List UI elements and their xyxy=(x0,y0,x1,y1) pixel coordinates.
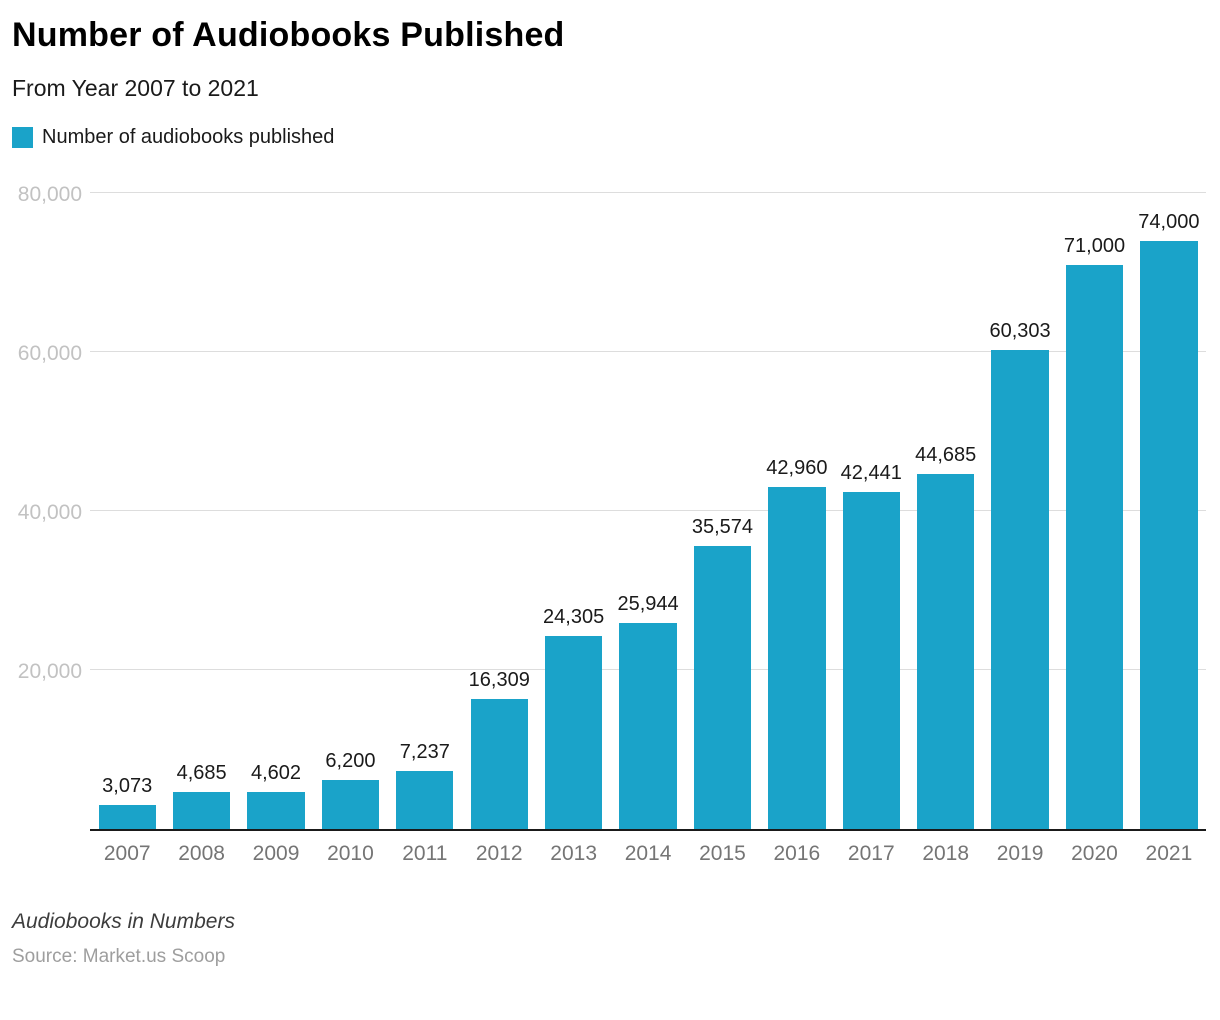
bar xyxy=(247,792,305,829)
bar xyxy=(693,546,752,829)
bar-value-label: 24,305 xyxy=(543,606,605,628)
legend: Number of audiobooks published xyxy=(12,126,1206,149)
bar xyxy=(396,771,454,829)
x-tick-label: 2011 xyxy=(402,842,448,865)
bar-value-label: 3,073 xyxy=(102,775,153,797)
x-axis: 2007 2008 2009 2010 2011 2012 2013 2014 2015 2016… xyxy=(90,842,1206,866)
y-tick-label: 40,000 xyxy=(17,501,82,524)
footer-source: Source: Market.us Scoop xyxy=(12,946,226,967)
x-tick-label: 2007 xyxy=(103,842,151,865)
x-tick-label: 2009 xyxy=(252,842,300,865)
bar-group-2013: 24,305 xyxy=(536,606,610,829)
x-tick-label: 2018 xyxy=(922,842,970,865)
y-tick-label: 60,000 xyxy=(17,342,82,365)
bar-value-label: 4,685 xyxy=(176,762,227,784)
x-tick-label: 2010 xyxy=(327,842,374,865)
plot-area: 3,073 4,685 4,602 6,200 7,237 16,309 24,305 25,… xyxy=(90,192,1206,831)
bar-group-2016: 42,960 xyxy=(760,457,834,829)
bar-group-2014: 25,944 xyxy=(611,593,685,829)
chart-page: Number of Audiobooks Published From Year… xyxy=(12,16,1206,968)
bar xyxy=(98,805,156,829)
bar-value-label: 71,000 xyxy=(1063,235,1126,257)
bar xyxy=(545,636,603,829)
bar-value-label: 60,303 xyxy=(989,320,1051,342)
y-tick-label: 20,000 xyxy=(17,660,82,683)
bar-value-label: 6,200 xyxy=(325,750,376,772)
footer: Audiobooks in Numbers Source: Market.us … xyxy=(12,910,1206,968)
gridline xyxy=(90,510,1206,511)
chart-subtitle: From Year 2007 to 2021 xyxy=(12,75,259,101)
bar-value-label: 42,441 xyxy=(840,462,902,484)
bar-group-2020: 71,000 xyxy=(1057,235,1131,829)
bar xyxy=(321,780,380,829)
bar-group-2009: 4,602 xyxy=(239,762,313,829)
bar-group-2019: 60,303 xyxy=(983,320,1057,829)
bar xyxy=(619,623,677,829)
bar-value-label: 25,944 xyxy=(617,593,679,615)
bar-value-label: 44,685 xyxy=(915,444,977,466)
bar xyxy=(1140,241,1198,829)
bar-chart: 20,000 40,000 60,000 80,000 3,073 4,685 4,602… xyxy=(12,184,1206,866)
x-tick-label: 2021 xyxy=(1145,842,1193,865)
bar-group-2010: 6,200 xyxy=(313,750,387,829)
bar-group-2012: 16,309 xyxy=(462,669,536,829)
x-tick-label: 2020 xyxy=(1071,842,1118,865)
bar xyxy=(768,487,826,829)
bar-value-label: 4,602 xyxy=(250,762,302,784)
x-tick-label: 2019 xyxy=(996,842,1044,865)
bar-group-2011: 7,237 xyxy=(388,741,462,829)
bar-value-label: 7,237 xyxy=(399,741,450,763)
x-tick-label: 2015 xyxy=(699,842,746,865)
bar-group-2017: 42,441 xyxy=(834,462,908,829)
page-title: Number of Audiobooks Published xyxy=(12,16,565,54)
bar xyxy=(991,350,1049,829)
bar-group-2021: 74,000 xyxy=(1132,211,1206,829)
y-tick-label: 80,000 xyxy=(17,183,82,206)
bar-group-2008: 4,685 xyxy=(164,762,238,829)
gridline xyxy=(90,192,1206,193)
legend-label: Number of audiobooks published xyxy=(42,126,335,148)
footer-note: Audiobooks in Numbers xyxy=(12,910,235,933)
bar-value-label: 74,000 xyxy=(1138,211,1200,233)
bar xyxy=(470,699,528,829)
bar xyxy=(917,474,975,829)
bar xyxy=(1065,265,1124,829)
legend-swatch xyxy=(12,127,33,148)
x-tick-label: 2012 xyxy=(475,842,523,865)
x-tick-label: 2014 xyxy=(624,842,672,865)
x-tick-label: 2008 xyxy=(178,842,225,865)
x-tick-label: 2016 xyxy=(773,842,821,865)
bar-value-label: 35,574 xyxy=(691,516,754,538)
bar-group-2007: 3,073 xyxy=(90,775,164,829)
gridline xyxy=(90,351,1206,352)
x-tick-label: 2013 xyxy=(550,842,597,865)
plot-wrap: 3,073 4,685 4,602 6,200 7,237 16,309 24,305 25,… xyxy=(90,192,1206,866)
bar-group-2015: 35,574 xyxy=(685,516,759,829)
bar xyxy=(172,792,231,829)
x-tick-label: 2017 xyxy=(847,842,895,865)
bar-value-label: 42,960 xyxy=(766,457,828,479)
bar xyxy=(842,492,900,829)
y-axis: 20,000 40,000 60,000 80,000 xyxy=(12,184,90,831)
bars-row: 3,073 4,685 4,602 6,200 7,237 16,309 24,305 25,… xyxy=(90,195,1206,829)
bar-group-2018: 44,685 xyxy=(908,444,982,829)
bar-value-label: 16,309 xyxy=(468,669,530,691)
